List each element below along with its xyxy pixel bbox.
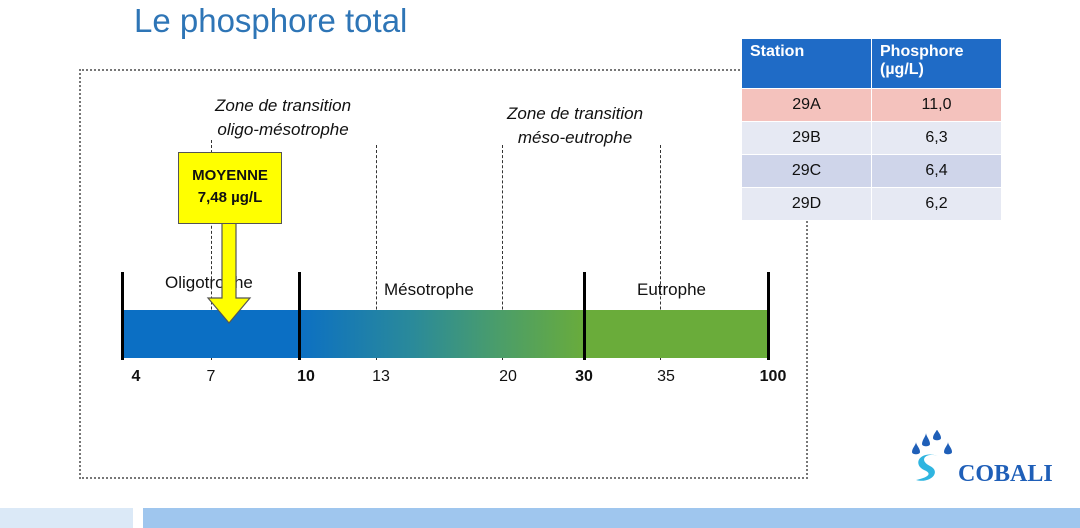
zone-label-oligo-meso-line2: oligo-mésotrophe	[217, 120, 349, 139]
page-title: Le phosphore total	[134, 2, 408, 39]
header-station: Station	[741, 38, 872, 89]
axis-label-10: 10	[297, 368, 315, 385]
axis-label-100: 100	[759, 368, 787, 385]
zone-label-oligo-meso-line1: Zone de transition	[215, 96, 352, 115]
mean-arrow	[206, 221, 252, 324]
mean-callout: MOYENNE 7,48 µg/L	[178, 152, 282, 224]
zone-label-meso-eutro-line2: méso-eutrophe	[517, 128, 633, 147]
axis-label-35: 35	[657, 368, 675, 385]
axis-label-20: 20	[499, 368, 517, 385]
dashed-line-20	[502, 145, 503, 360]
table-row: 29D 6,2	[741, 187, 1002, 221]
zone-label-meso-eutro: Zone de transition méso-eutrophe	[507, 102, 643, 150]
zone-label-oligo-meso: Zone de transition oligo-mésotrophe	[215, 94, 351, 142]
cell-station: 29C	[741, 154, 872, 188]
tick-4	[121, 272, 124, 360]
tick-10	[298, 272, 301, 360]
tick-100	[767, 272, 770, 360]
cell-station: 29D	[741, 187, 872, 221]
axis-label-7: 7	[206, 368, 216, 385]
axis-label-30: 30	[575, 368, 593, 385]
category-eutrophe: Eutrophe	[637, 280, 706, 299]
cell-value: 6,2	[871, 187, 1002, 221]
cobali-water-drops-icon	[912, 430, 952, 481]
tick-30	[583, 272, 586, 360]
table-row: 29B 6,3	[741, 121, 1002, 155]
header-phosphore: Phosphore (µg/L)	[871, 38, 1002, 89]
dashed-line-35	[660, 145, 661, 360]
dashed-line-13	[376, 145, 377, 360]
mean-value: 7,48 µg/L	[197, 189, 263, 206]
cell-value: 6,3	[871, 121, 1002, 155]
table-header-row: Station Phosphore (µg/L)	[741, 38, 1002, 89]
cell-value: 6,4	[871, 154, 1002, 188]
table-row: 29C 6,4	[741, 154, 1002, 188]
axis-label-4: 4	[131, 368, 141, 385]
table-row: 29A 11,0	[741, 88, 1002, 122]
axis-label-13: 13	[372, 368, 390, 385]
mean-label: MOYENNE	[192, 167, 268, 184]
logo-text: COBALI	[958, 461, 1053, 487]
diagram-frame	[79, 69, 808, 479]
footer-bar-right	[143, 508, 1080, 528]
zone-label-meso-eutro-line1: Zone de transition	[507, 104, 644, 123]
cell-station: 29A	[741, 88, 872, 122]
category-mesotrophe: Mésotrophe	[384, 280, 474, 299]
footer-bar-left	[0, 508, 133, 528]
cell-value: 11,0	[871, 88, 1002, 122]
dashed-line-7	[211, 140, 212, 360]
phosphorus-table: Station Phosphore (µg/L) 29A 11,0 29B 6,…	[741, 38, 1002, 221]
cell-station: 29B	[741, 121, 872, 155]
